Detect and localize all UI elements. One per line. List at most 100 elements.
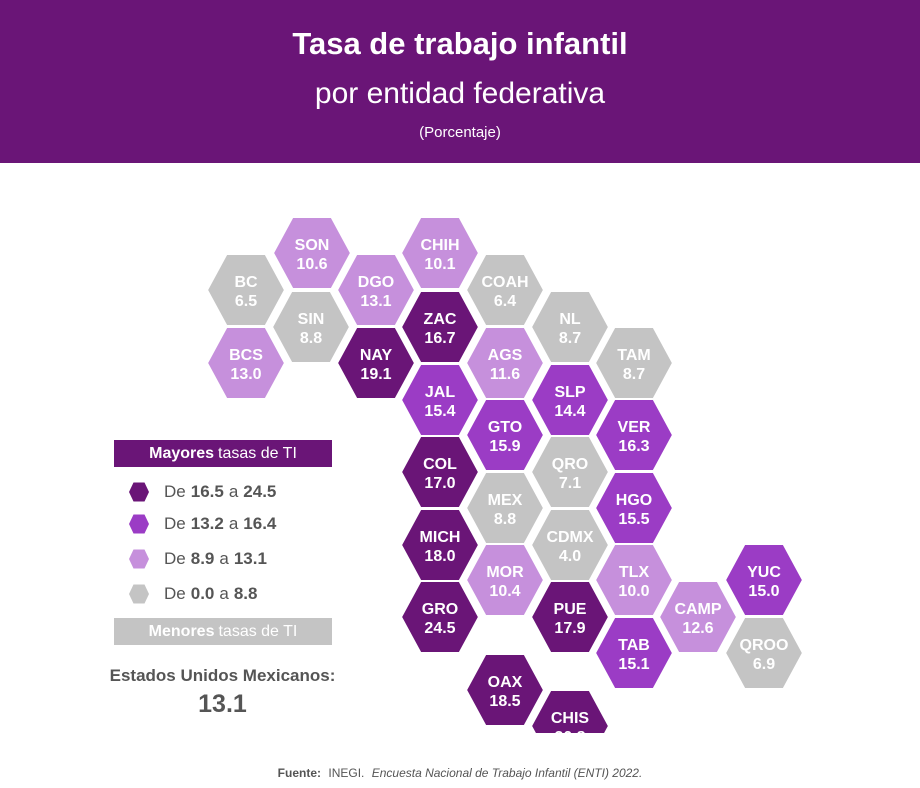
state-hex [464,543,546,617]
legend-from: 16.5 [190,482,224,501]
state-tile-camp: CAMP 12.6 [657,580,739,654]
legend-to: 16.4 [243,514,277,533]
state-value: 6.9 [753,656,775,673]
state-hex [270,290,352,364]
state-tile-gro: GRO 24.5 [399,580,481,654]
state-value: 10.0 [618,583,649,600]
state-code: COL [423,456,457,473]
state-hex [657,580,739,654]
legend-sep: a [219,549,229,568]
source-org: INEGI. [328,766,365,780]
state-value: 8.8 [494,511,516,528]
state-tile-gto: GTO 15.9 [464,398,546,472]
state-tile-cdmx: CDMX 4.0 [529,508,611,582]
legend-to: 8.8 [233,584,258,603]
chart-title: Tasa de trabajo infantil [292,26,628,61]
state-code: NL [559,311,581,328]
state-code: BCS [229,347,263,364]
legend-to: 24.5 [243,482,277,501]
state-hex [723,616,805,690]
state-value: 10.1 [424,256,455,273]
state-code: CAMP [674,601,721,618]
state-code: NAY [360,347,393,364]
state-tile-qroo: QROO 6.9 [723,616,805,690]
state-tile-mich: MICH 18.0 [399,508,481,582]
state-code: BC [234,274,258,291]
state-tile-tam: TAM 8.7 [593,326,675,400]
state-value: 16.7 [424,330,455,347]
hex-map: SON 10.6 CHIH 10.1 BC 6.5 DGO 13.1 COAH 6.4 SIN 8.8… [205,216,805,733]
header-banner: Tasa de trabajo infantil por entidad fed… [0,0,920,163]
legend-sep: a [228,482,239,501]
state-tile-coah: COAH 6.4 [464,253,546,327]
state-tile-jal: JAL 15.4 [399,363,481,437]
state-value: 14.4 [554,403,585,420]
legend-header-highest-rest: tasas de TI [218,444,297,462]
state-value: 8.7 [623,366,645,383]
state-value: 15.5 [618,511,649,528]
state-value: 12.6 [682,620,713,637]
state-value: 20.8 [554,729,585,733]
state-value: 7.1 [559,475,581,492]
state-value: 15.9 [489,438,520,455]
state-code: YUC [747,564,781,581]
state-code: QRO [552,456,588,473]
state-tile-bcs: BCS 13.0 [205,326,287,400]
source-label: Fuente: [277,766,322,780]
state-code: SON [295,237,330,254]
legend-sep: a [219,584,229,603]
state-value: 6.4 [494,293,516,310]
state-tile-ags: AGS 11.6 [464,326,546,400]
hex-swatch-icon [129,584,149,604]
state-tile-sin: SIN 8.8 [270,290,352,364]
national-label: Estados Unidos Mexicanos: [109,666,336,685]
legend-header-lowest-rest: tasas de TI [218,622,298,640]
state-value: 15.4 [424,403,455,420]
state-tile-oax: OAX 18.5 [464,653,546,727]
state-hex [399,580,481,654]
state-code: CHIH [420,237,459,254]
state-value: 13.1 [360,293,391,310]
hex-swatch-icon [129,482,149,502]
state-tile-tab: TAB 15.1 [593,616,675,690]
state-code: GTO [488,419,522,436]
state-tile-col: COL 17.0 [399,435,481,509]
state-value: 15.0 [748,583,779,600]
legend-from: 8.9 [190,549,215,568]
state-hex [271,216,353,290]
state-tile-zac: ZAC 16.7 [399,290,481,364]
state-value: 4.0 [559,548,581,565]
state-value: 11.6 [490,366,520,383]
state-code: PUE [554,601,587,618]
state-code: QROO [740,637,789,654]
chart-subtitle: por entidad federativa [314,77,606,110]
state-tile-hgo: HGO 15.5 [593,471,675,545]
unit-label: (Porcentaje) [419,124,501,141]
state-hex [529,689,611,733]
legend-item-level-1: De 16.5 a 24.5 [128,479,281,505]
state-code: MEX [488,492,523,509]
state-code: MICH [420,529,461,546]
state-value: 8.8 [300,330,322,347]
state-value: 17.0 [424,475,455,492]
state-hex [399,216,481,290]
legend-from: 13.2 [190,514,224,533]
state-code: SIN [298,311,325,328]
state-code: COAH [481,274,528,291]
state-hex [335,326,417,400]
legend-item-level-3: De 8.9 a 13.1 [128,546,272,572]
state-tile-nay: NAY 19.1 [335,326,417,400]
state-code: SLP [554,384,585,401]
state-tile-dgo: DGO 13.1 [335,253,417,327]
state-value: 24.5 [424,620,455,637]
state-tile-yuc: YUC 15.0 [723,543,805,617]
legend-item-level-2: De 13.2 a 16.4 [128,511,281,537]
state-code: TAB [618,637,650,654]
state-value: 10.6 [296,256,327,273]
state-value: 16.3 [618,438,649,455]
state-code: GRO [422,601,458,618]
hex-swatch-icon [129,514,149,534]
state-tile-ver: VER 16.3 [593,398,675,472]
state-tile-mex: MEX 8.8 [464,471,546,545]
state-tile-chis: CHIS 20.8 [529,689,611,733]
